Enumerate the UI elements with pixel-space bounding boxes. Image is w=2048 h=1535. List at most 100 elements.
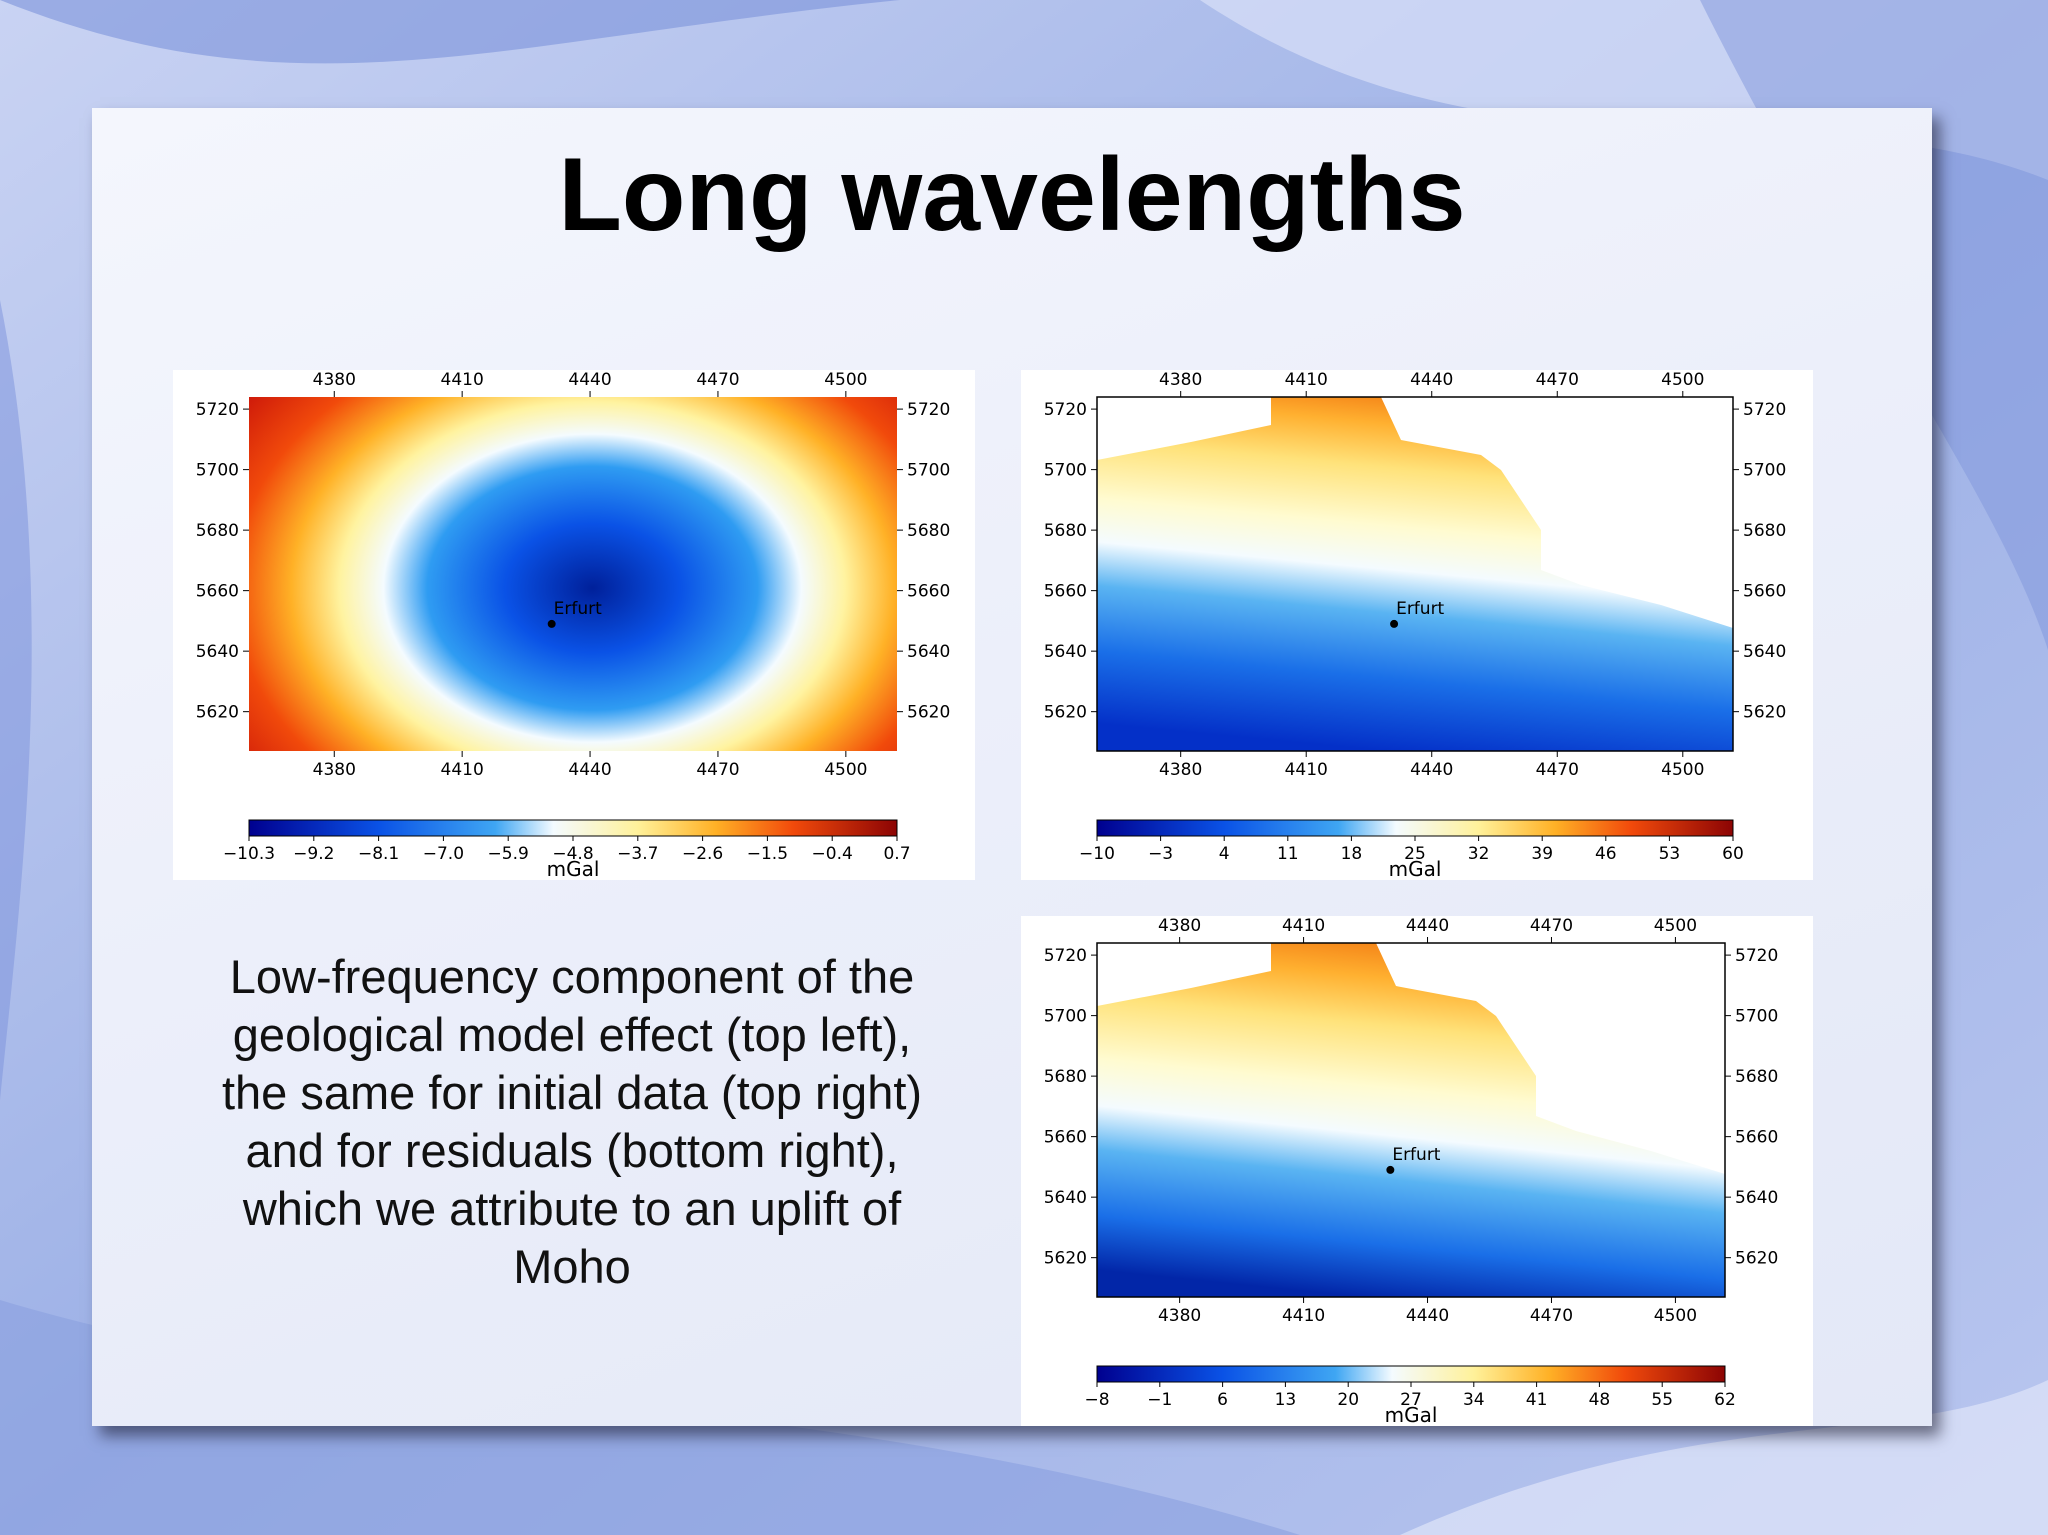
- colorbar-tick-label: −10: [1079, 844, 1115, 864]
- plot-frame: [1096, 942, 1726, 1298]
- y-tick-label-left: 5680: [1044, 521, 1087, 541]
- x-tick-label-top: 4440: [1410, 370, 1453, 390]
- x-tick-label-top: 4500: [824, 370, 867, 390]
- y-tick-label-left: 5660: [196, 582, 239, 602]
- map-panel-initial-data: 4380 4380 4410 4410 4440 4440 4470 4470 4500 4500…: [1021, 370, 1813, 880]
- y-tick-label-right: 5640: [1735, 1188, 1778, 1208]
- slide-title: Long wavelengths: [558, 137, 1466, 253]
- erfurt-label: Erfurt: [1392, 1145, 1440, 1165]
- colorbar-tick-label: 20: [1337, 1390, 1359, 1410]
- y-tick-label-left: 5700: [196, 461, 239, 481]
- erfurt-label: Erfurt: [554, 599, 602, 619]
- erfurt-label: Erfurt: [1396, 599, 1444, 619]
- colorbar: [1096, 819, 1734, 837]
- x-tick-label-bottom: 4500: [1661, 760, 1704, 780]
- colorbar-tick-label: 53: [1659, 844, 1681, 864]
- x-tick-label-top: 4470: [1530, 916, 1573, 936]
- y-tick-label-right: 5720: [907, 400, 950, 420]
- colorbar-tick-label: 60: [1722, 844, 1744, 864]
- x-tick-label-top: 4440: [568, 370, 611, 390]
- colorbar-tick-label: 41: [1526, 1390, 1548, 1410]
- y-tick-label-right: 5660: [1735, 1128, 1778, 1148]
- x-tick-label-top: 4410: [441, 370, 484, 390]
- erfurt-marker: [547, 619, 556, 628]
- y-tick-label-right: 5620: [1743, 703, 1786, 723]
- x-tick-label-top: 4500: [1654, 916, 1697, 936]
- x-tick-label-bottom: 4500: [824, 760, 867, 780]
- colorbar-tick-label: 48: [1589, 1390, 1611, 1410]
- colorbar-unit-label: mGal: [1389, 857, 1442, 880]
- y-tick-label-right: 5620: [907, 703, 950, 723]
- x-tick-label-top: 4500: [1661, 370, 1704, 390]
- y-tick-label-right: 5680: [907, 521, 950, 541]
- y-tick-label-right: 5720: [1735, 946, 1778, 966]
- x-tick-label-top: 4410: [1285, 370, 1328, 390]
- y-tick-label-right: 5680: [1743, 521, 1786, 541]
- colorbar-tick-label: 34: [1463, 1390, 1485, 1410]
- x-tick-label-bottom: 4470: [696, 760, 739, 780]
- colorbar-unit-label: mGal: [1385, 1403, 1438, 1426]
- colorbar-tick-label: −8.1: [358, 844, 399, 864]
- x-tick-label-top: 4410: [1282, 916, 1325, 936]
- colorbar-tick-label: 0.7: [883, 844, 910, 864]
- slide-caption: Low-frequency component of the geologica…: [221, 950, 923, 1293]
- colorbar-tick-label: 4: [1219, 844, 1230, 864]
- colorbar-tick-label: 27: [1400, 1390, 1422, 1410]
- y-tick-label-right: 5660: [1743, 582, 1786, 602]
- y-tick-label-left: 5660: [1044, 582, 1087, 602]
- y-tick-label-right: 5700: [1743, 461, 1786, 481]
- x-tick-label-bottom: 4410: [441, 760, 484, 780]
- colorbar-tick-label: 11: [1277, 844, 1299, 864]
- colorbar-tick-label: 55: [1651, 1390, 1673, 1410]
- y-tick-label-left: 5700: [1044, 461, 1087, 481]
- colorbar-tick-label: 25: [1404, 844, 1426, 864]
- colorbar-tick-label: 13: [1275, 1390, 1297, 1410]
- y-tick-label-left: 5720: [1044, 946, 1087, 966]
- erfurt-marker: [1386, 1165, 1395, 1174]
- y-tick-label-left: 5660: [1044, 1128, 1087, 1148]
- colorbar-tick-label: 18: [1341, 844, 1363, 864]
- colorbar-tick-label: −7.0: [423, 844, 464, 864]
- y-tick-label-left: 5640: [1044, 1188, 1087, 1208]
- colorbar-tick-label: −1.5: [747, 844, 788, 864]
- x-tick-label-bottom: 4380: [313, 760, 356, 780]
- colorbar-tick-label: −8: [1084, 1390, 1109, 1410]
- map-panel-model-effect: 4380 4380 4410 4410 4440 4440 4470 4470 4500 4500…: [173, 370, 975, 880]
- x-tick-label-bottom: 4410: [1285, 760, 1328, 780]
- x-tick-label-top: 4470: [696, 370, 739, 390]
- x-tick-label-bottom: 4440: [1410, 760, 1453, 780]
- colorbar: [1096, 1365, 1726, 1383]
- y-tick-label-right: 5700: [907, 461, 950, 481]
- y-tick-label-right: 5620: [1735, 1249, 1778, 1269]
- plot-frame: [1096, 396, 1734, 752]
- colorbar-tick-label: −3.7: [617, 844, 658, 864]
- colorbar-tick-label: −2.6: [682, 844, 723, 864]
- y-tick-label-left: 5620: [196, 703, 239, 723]
- colorbar-tick-label: −3: [1148, 844, 1173, 864]
- heatmap-initial-data: 4380 4380 4410 4410 4440 4440 4470 4470 4500 4500…: [1044, 370, 1787, 880]
- colorbar-tick-label: −1: [1147, 1390, 1172, 1410]
- heatmap-residuals: 4380 4380 4410 4410 4440 4440 4470 4470 4500 4500…: [1044, 916, 1779, 1426]
- y-tick-label-right: 5640: [1743, 642, 1786, 662]
- colorbar-tick-label: −9.2: [293, 844, 334, 864]
- map-panel-residuals: 4380 4380 4410 4410 4440 4440 4470 4470 4500 4500…: [1021, 916, 1813, 1426]
- x-tick-label-bottom: 4470: [1536, 760, 1579, 780]
- x-tick-label-bottom: 4440: [1406, 1306, 1449, 1326]
- y-tick-label-right: 5640: [907, 642, 950, 662]
- x-tick-label-top: 4380: [313, 370, 356, 390]
- x-tick-label-bottom: 4380: [1159, 760, 1202, 780]
- colorbar-tick-label: 62: [1714, 1390, 1736, 1410]
- x-tick-label-top: 4470: [1536, 370, 1579, 390]
- y-tick-label-left: 5640: [1044, 642, 1087, 662]
- y-tick-label-right: 5700: [1735, 1007, 1778, 1027]
- erfurt-marker: [1390, 619, 1399, 628]
- x-tick-label-bottom: 4410: [1282, 1306, 1325, 1326]
- x-tick-label-bottom: 4440: [568, 760, 611, 780]
- y-tick-label-left: 5720: [196, 400, 239, 420]
- y-tick-label-right: 5660: [907, 582, 950, 602]
- x-tick-label-top: 4380: [1159, 370, 1202, 390]
- colorbar-tick-label: −4.8: [552, 844, 593, 864]
- colorbar-tick-label: 6: [1217, 1390, 1228, 1410]
- x-tick-label-top: 4380: [1158, 916, 1201, 936]
- y-tick-label-right: 5720: [1743, 400, 1786, 420]
